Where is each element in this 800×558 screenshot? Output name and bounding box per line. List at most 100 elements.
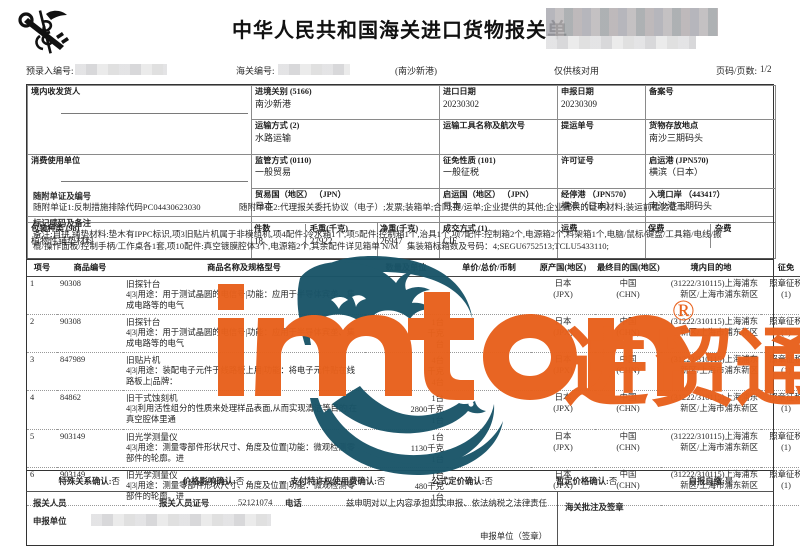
pre-entry-no-label: 预录入编号: <box>26 66 74 76</box>
declaration-seal-label: 申报单位（签章） <box>480 532 547 541</box>
cell-hs-code: 903149 <box>57 429 123 468</box>
title-redaction-block <box>546 8 718 36</box>
header-row-4: 贸易国（地区） （JPN） 日本 启运国（地区） （JPN） 日本 经停港 （J <box>28 187 777 224</box>
title-redaction-block-secondary <box>546 36 696 49</box>
confirmation-item-4[interactable]: 公式定价确认:否 <box>431 477 493 486</box>
remarks-block: 标记唛码及备注 备注:自拼,铺垫材料:垫木有IPPC标识,项3旧贴片机属于非模组… <box>27 215 773 254</box>
table-row[interactable]: 1 90308 旧探针台 4|3|用途：用于测试晶圆的电信号|功能：应用于半导体宾垄、… <box>27 276 800 315</box>
field-declare-date: 申报日期 20230309 <box>557 84 647 121</box>
cell-levy-exempt: 照章征税 (1) <box>761 467 800 507</box>
col-dest-country: 最终目的国(地区) <box>595 259 661 277</box>
cell-origin-country: 日本 (JPX) <box>531 390 595 430</box>
footer-declarant-row: 报关人员 报关人员证号 52121074 电话 兹申明对以上内容承担如实申报、依… <box>33 497 551 513</box>
cell-levy-exempt: 照章征税 (1) <box>761 276 800 315</box>
cell-origin-country: 日本 (JPX) <box>531 352 595 392</box>
remarks-heading: 标记唛码及备注 <box>33 218 92 228</box>
cell-item-no: 2 <box>27 314 57 354</box>
table-row[interactable]: 2 90308 旧探针台 4|3|用途：用于测试晶圆的电信号|功能：应用于半导体宾垄、… <box>27 314 800 354</box>
cell-origin-country: 日本 (JPX) <box>531 467 595 507</box>
attachment-line-1: 随附单证1:反制措施排除代码PC04430623030 <box>33 202 201 213</box>
field-transport-mode: 运输方式 (2) 水路运输 <box>250 119 441 155</box>
customs-endorsement-label: 海关批注及签章 <box>565 503 624 512</box>
field-vessel-voyage: 运输工具名称及航次号 <box>439 119 559 155</box>
remarks-line-1: 备注:自拼,铺垫材料:垫木有IPPC标识,项3旧贴片机属于非模组机,项4配件:冷… <box>33 228 722 239</box>
page-number-value: 1/2 <box>760 64 772 74</box>
confirmation-item-5[interactable]: 暂定价格确认:否 <box>555 477 618 486</box>
col-levy-exempt: 征免 <box>761 259 800 277</box>
cell-dest-country: 中国 (CHN) <box>595 276 661 315</box>
cell-origin-country: 日本 (JPX) <box>531 314 595 354</box>
customs-no-label: 海关编号: <box>236 66 275 76</box>
cell-item-no: 4 <box>27 390 57 430</box>
cell-item-no: 6 <box>27 467 57 507</box>
footer-left: 报关人员 报关人员证号 52121074 电话 兹申明对以上内容承担如实申报、依… <box>27 492 558 545</box>
confirmation-item-6[interactable]: 自报自缴:是 <box>688 477 734 486</box>
field-domestic-consignee: 境内收发货人 <box>27 85 252 155</box>
confirmation-item-3[interactable]: 支付特许权使用费确认:否 <box>290 477 386 486</box>
cell-levy-exempt: 照章征税 (1) <box>761 429 800 468</box>
declarant-label: 报关人员 <box>33 499 67 508</box>
cell-goods-name: 旧贴片机 4|3|用途：装配电子元件于线路板上用|功能：将电子元件贴在线路板上|品… <box>123 352 365 392</box>
confirmation-item-2[interactable]: 价格影响确认:否 <box>182 477 245 486</box>
cell-inland-dest: (31222/310115)上海浦东新区/上海市浦东新区 <box>661 276 761 315</box>
header-fields-frame: 境内收发货人 进境关别 (5166) 南沙新港 进口日期 20230302 <box>26 84 777 260</box>
attachments-lines: 随附单证1:反制措施排除代码PC04430623030 随附单证2:代理报关委托… <box>33 202 768 214</box>
field-record-no: 备案号 <box>645 84 777 121</box>
cell-quantity-unit <box>365 276 447 315</box>
cell-dest-country: 中国 (CHN) <box>595 429 661 468</box>
cell-hs-code: 90308 <box>57 276 123 315</box>
cell-hs-code: 84862 <box>57 390 123 430</box>
phone-label: 电话 <box>285 499 302 508</box>
declarant-cert-label: 报关人员证号 <box>159 499 210 508</box>
col-origin-country: 原产国(地区) <box>531 259 595 277</box>
goods-items-table-wrapper: 项号 商品编号 商品名称及规格型号 数量及单位 单价/总价/币制 原产国(地区)… <box>26 258 800 507</box>
cell-hs-code: 90308 <box>57 314 123 354</box>
field-trade-country: 贸易国（地区） （JPN） 日本 <box>250 187 441 224</box>
confirmation-item-1[interactable]: 特殊关系确认:否 <box>58 477 120 486</box>
field-insurance-and-misc: 保费 杂费 <box>645 222 777 259</box>
field-consumer-unit: 消费使用单位 <box>27 153 252 224</box>
cell-levy-exempt: 照章征税 (1) <box>761 314 800 354</box>
cell-dest-country: 中国 (CHN) <box>595 314 661 354</box>
cell-item-no: 1 <box>27 276 57 315</box>
cell-levy-exempt: 照章征税 (1) <box>761 390 800 430</box>
field-freight: 运费 <box>557 222 647 259</box>
table-row[interactable]: 5 903149 旧光学测量仪 4|3|用途：测量零部件形状尺寸、角度及位置|功能：微… <box>27 429 800 468</box>
field-import-date: 进口日期 20230302 <box>439 84 559 121</box>
declare-unit-value-redaction <box>91 514 271 526</box>
port-note: (南沙新港) <box>395 66 437 76</box>
table-row[interactable]: 4 84862 旧干式蚀刻机 4|3|利用活性组分的性质来处理样品表面,从而实现清洁等… <box>27 390 800 430</box>
preheader-row: 预录入编号: 海关编号: (南沙新港) 仅供核对用 页码/页数: 1/2 <box>0 62 800 84</box>
blank-underline <box>61 181 248 183</box>
cell-goods-name: 旧光学测量仪 4|3|用途：测量零部件形状尺寸、角度及位置|功能：微观检测零部件的… <box>123 429 365 468</box>
table-row[interactable]: 3 847989 旧贴片机 4|3|用途：装配电子元件于线路板上用|功能：将电子元件贴… <box>27 352 800 392</box>
masthead: 中华人民共和国海关进口货物报关单 <box>0 0 800 62</box>
cell-hs-code: 847989 <box>57 352 123 392</box>
header-row-1: 境内收发货人 进境关别 (5166) 南沙新港 进口日期 20230302 <box>27 84 777 155</box>
cell-price-currency <box>447 314 531 354</box>
field-bill-no: 提运单号 <box>557 119 647 155</box>
cell-price-currency <box>447 276 531 315</box>
cell-inland-dest: (31222/310115)上海浦东新区/上海市浦东新区 <box>661 429 761 468</box>
field-goods-location: 货物存放地点 南沙三期码头 <box>645 119 777 155</box>
header-grid: 境内收发货人 进境关别 (5166) 南沙新港 进口日期 20230302 <box>27 84 777 259</box>
cell-goods-name: 旧探针台 4|3|用途：用于测试晶圆的电信号|功能：应用于半导体宾垄、集成电路等的… <box>123 276 365 315</box>
cell-quantity-unit: 4台 千克 4台 <box>365 352 447 392</box>
field-supervision-mode: 监管方式 (0110) 一般贸易 <box>250 153 441 189</box>
field-trade-terms: 成交方式 (1) CIF <box>439 222 559 259</box>
cell-goods-name: 旧探针台 4|3|用途：用于测试晶圆的电信号|功能：应用于半导体宾垄、集成电路等的… <box>123 314 365 354</box>
goods-table-header-row: 项号 商品编号 商品名称及规格型号 数量及单位 单价/总价/币制 原产国(地区)… <box>27 259 800 277</box>
cell-inland-dest: (31222/310115)上海浦东新区/上海市浦东新区 <box>661 352 761 392</box>
field-license-no: 许可证号 <box>557 153 647 189</box>
cell-origin-country: 日本 (JPX) <box>531 276 595 315</box>
cell-origin-country: 日本 (JPX) <box>531 429 595 468</box>
pre-entry-no-value <box>75 64 167 75</box>
confirmations-bar: 特殊关系确认:否 价格影响确认:否 支付特许权使用费确认:否 公式定价确认:否 暂定价格… <box>26 470 774 492</box>
field-entry-customs: 进境关别 (5166) 南沙新港 <box>250 84 441 121</box>
header-row-2: 运输方式 (2) 水路运输 运输工具名称及航次号 提运单号 货物存放地点 南沙三… <box>28 119 777 155</box>
remarks-line-2: 棍/操作面板/控制手柄/工作桌各1套,项10配件:真空镀膜腔体3个,电源箱2个,… <box>33 240 609 251</box>
attachment-line-2: 随附单证2:代理报关委托协议（电子）;发票;装箱单;合同;提/运单;企业提供的其… <box>238 202 686 213</box>
cell-inland-dest: (31222/310115)上海浦东新区/上海市浦东新区 <box>661 314 761 354</box>
cell-dest-country: 中国 (CHN) <box>595 352 661 392</box>
